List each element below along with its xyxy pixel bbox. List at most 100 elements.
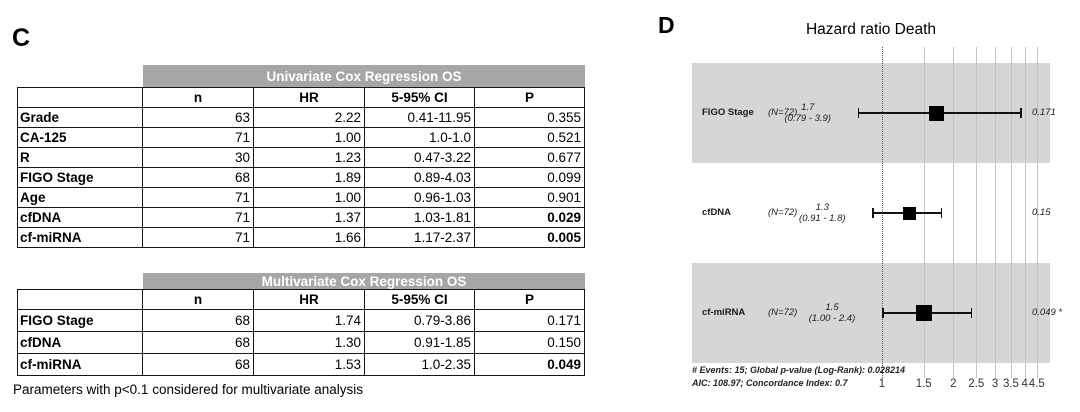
ci-cap-right (1020, 108, 1023, 118)
forest-row-label: cfDNA (702, 207, 732, 218)
forest-footer-events: # Events: 15; Global p-value (Log-Rank):… (692, 365, 906, 375)
axis-tick-label: 4.5 (1028, 378, 1045, 390)
panel-d-label: D (658, 12, 675, 38)
ci-cap-right (970, 308, 973, 318)
multivariate-cox-table: Multivariate Cox Regression OS n HR 5-95% C… (17, 273, 585, 376)
forest-hr-text: 1.7 (801, 102, 815, 113)
row-label: R (17, 148, 143, 168)
axis-tick-label: 2 (950, 378, 957, 390)
cell-hr: 1.53 (254, 354, 365, 376)
cell-p: 0.171 (475, 310, 585, 332)
hazard-ratio-marker (929, 105, 945, 121)
cell-p: 0.005 (475, 228, 585, 248)
column-header: n (143, 289, 254, 310)
cell-p: 0.099 (475, 168, 585, 188)
cell-p: 0.355 (475, 108, 585, 128)
column-header: HR (254, 87, 365, 108)
cell-n: 71 (143, 228, 254, 248)
forest-estimate-text: 1.3 (0.91 - 1.8) (780, 202, 864, 224)
cell-p: 0.677 (475, 148, 585, 168)
cell-ci: 1.0-2.35 (365, 354, 475, 376)
cell-hr: 1.37 (254, 208, 365, 228)
cell-n: 71 (143, 128, 254, 148)
table-corner-blank (17, 65, 143, 87)
forest-n-label: (N=72) (768, 107, 798, 118)
cell-n: 30 (143, 148, 254, 168)
cell-hr: 1.30 (254, 332, 365, 354)
cell-p: 0.521 (475, 128, 585, 148)
cell-p: 0.029 (475, 208, 585, 228)
row-label: FIGO Stage (17, 168, 143, 188)
row-label: CA-125 (17, 128, 143, 148)
cell-n: 71 (143, 188, 254, 208)
table-corner-blank (17, 273, 143, 289)
forest-row-band (692, 263, 1050, 363)
cell-hr: 1.89 (254, 168, 365, 188)
cell-n: 71 (143, 208, 254, 228)
forest-hr-text: 1.5 (825, 302, 839, 313)
axis-tick-label: 1.5 (915, 378, 932, 390)
cell-p: 0.150 (475, 332, 585, 354)
gridline (976, 47, 978, 378)
cell-ci: 1.0-1.0 (365, 128, 475, 148)
cell-hr: 1.00 (254, 188, 365, 208)
cell-ci: 0.41-11.95 (365, 108, 475, 128)
column-header-blank (17, 289, 143, 310)
gridline (995, 47, 997, 378)
table-title-bar: Multivariate Cox Regression OS (143, 273, 585, 289)
cell-ci: 0.47-3.22 (365, 148, 475, 168)
ci-cap-left (872, 208, 874, 218)
cell-hr: 1.66 (254, 228, 365, 248)
cell-p: 0.049 (475, 354, 585, 376)
cell-ci: 0.89-4.03 (365, 168, 475, 188)
forest-ci-text: (0.91 - 1.8) (799, 213, 846, 224)
forest-plot-title: Hazard ratio Death (805, 21, 937, 38)
axis-tick-label: 2.5 (968, 378, 985, 390)
column-header: P (475, 87, 585, 108)
gridline (1036, 47, 1038, 378)
column-header: n (143, 87, 254, 108)
forest-row-label: cf-miRNA (702, 307, 746, 318)
axis-tick-label: 3 (991, 378, 999, 390)
ci-cap-right (940, 208, 943, 218)
cell-n: 68 (143, 168, 254, 188)
row-label: FIGO Stage (17, 310, 143, 332)
column-header: HR (254, 289, 365, 310)
forest-plot: Hazard ratio Death FIGO Stage (N=72) 1.7 (0… (620, 0, 1080, 412)
forest-row-label: FIGO Stage (702, 107, 754, 118)
cell-n: 63 (143, 108, 254, 128)
univariate-cox-table: Univariate Cox Regression OS n HR 5-95% CI P… (17, 65, 585, 248)
cell-ci: 1.17-2.37 (365, 228, 475, 248)
forest-footer-aic: AIC: 108.97; Concordance Index: 0.7 (692, 378, 848, 388)
forest-p-value: 0.049 * (1032, 307, 1063, 318)
axis-tick-label: 4 (1021, 378, 1028, 390)
cell-ci: 0.91-1.85 (365, 332, 475, 354)
cell-ci: 0.96-1.03 (365, 188, 475, 208)
forest-ci-text: (1.00 - 2.4) (808, 313, 856, 324)
gridline (1024, 47, 1026, 378)
cell-hr: 2.22 (254, 108, 365, 128)
cell-n: 68 (143, 354, 254, 376)
row-label: cfDNA (17, 332, 143, 354)
row-label: Grade (17, 108, 143, 128)
forest-ci-text: (0.79 - 3.9) (784, 113, 831, 124)
forest-p-value: 0.15 (1032, 207, 1051, 218)
column-header: P (475, 289, 585, 310)
cell-ci: 1.03-1.81 (365, 208, 475, 228)
hazard-ratio-marker (915, 305, 932, 321)
forest-n-label: (N=72) (768, 207, 798, 218)
gridline (1010, 47, 1012, 378)
axis-tick-label: 3.5 (1002, 378, 1019, 390)
panel-c-label: C (12, 24, 31, 52)
gridline (953, 47, 955, 378)
row-label: cf-miRNA (17, 354, 143, 376)
cell-n: 68 (143, 310, 254, 332)
forest-n-label: (N=72) (768, 307, 798, 318)
ci-cap-left (857, 108, 860, 118)
forest-estimate-text: 1.5 (1.00 - 2.4) (790, 302, 874, 324)
cell-p: 0.901 (475, 188, 585, 208)
row-label: Age (17, 188, 143, 208)
forest-estimate-text: 1.7 (0.79 - 3.9) (766, 102, 850, 124)
axis-tick-label: 1 (878, 378, 886, 390)
